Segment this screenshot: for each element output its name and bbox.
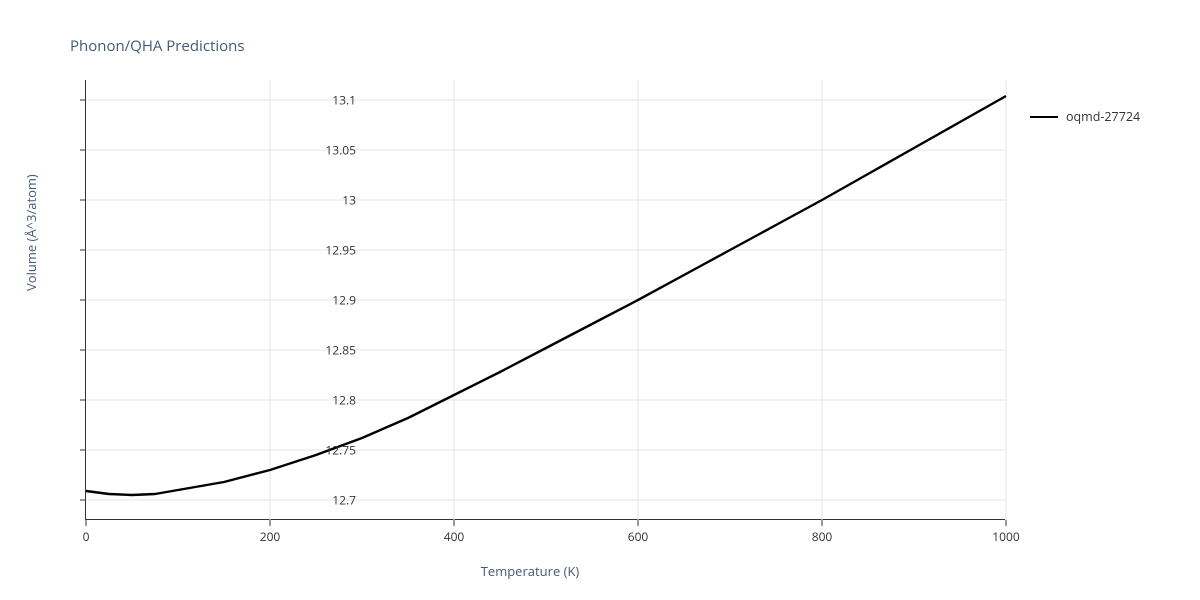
series-line[interactable]: [86, 96, 1006, 495]
x-tick-label: 800: [812, 528, 833, 545]
y-tick-label: 12.95: [296, 242, 356, 259]
y-tick-label: 12.7: [296, 492, 356, 509]
x-tick-label: 600: [628, 528, 649, 545]
legend-label: oqmd-27724: [1066, 108, 1140, 125]
y-tick-label: 13.05: [296, 142, 356, 159]
y-tick-label: 12.85: [296, 342, 356, 359]
y-axis-label: Volume (Å^3/atom): [22, 174, 40, 291]
y-tick-label: 12.8: [296, 392, 356, 409]
chart-container: Phonon/QHA Predictions Volume (Å^3/atom)…: [0, 0, 1200, 600]
x-tick-label: 1000: [992, 528, 1019, 545]
series-layer: [86, 80, 1005, 519]
legend: oqmd-27724: [1030, 108, 1140, 125]
y-tick-label: 13: [296, 192, 356, 209]
x-tick-label: 400: [444, 528, 465, 545]
plot-area[interactable]: 02004006008001000: [85, 80, 1005, 520]
x-axis-label: Temperature (K): [0, 562, 1060, 580]
x-tick-label: 0: [83, 528, 90, 545]
y-tick-label: 12.75: [296, 442, 356, 459]
y-tick-label: 12.9: [296, 292, 356, 309]
chart-title: Phonon/QHA Predictions: [70, 36, 245, 56]
x-tick-label: 200: [260, 528, 281, 545]
y-tick-label: 13.1: [296, 92, 356, 109]
legend-swatch: [1030, 116, 1058, 118]
